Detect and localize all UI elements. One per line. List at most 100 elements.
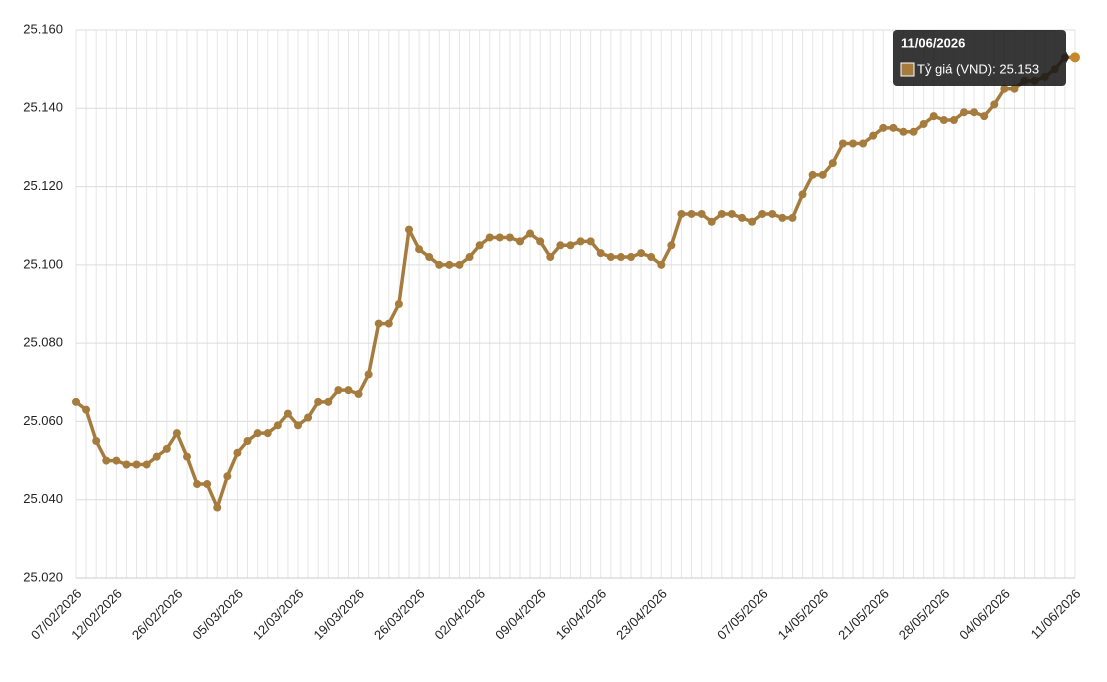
point bbox=[132, 460, 141, 469]
point bbox=[970, 108, 979, 117]
x-tick-label: 09/04/2026 bbox=[492, 586, 549, 643]
point bbox=[435, 260, 444, 269]
point bbox=[394, 300, 403, 308]
x-tick-label: 23/04/2026 bbox=[613, 586, 670, 643]
tooltip-title: 11/06/2026 bbox=[901, 35, 965, 50]
y-tick-label: 25.120 bbox=[23, 178, 63, 193]
point bbox=[647, 253, 656, 262]
y-tick-label: 25.140 bbox=[23, 100, 63, 115]
point bbox=[536, 237, 545, 246]
point bbox=[919, 119, 928, 128]
x-tick-label: 28/05/2026 bbox=[896, 586, 953, 643]
point bbox=[697, 209, 706, 218]
point bbox=[344, 386, 353, 395]
point bbox=[566, 241, 575, 250]
point bbox=[233, 448, 242, 457]
point bbox=[203, 480, 212, 489]
point bbox=[707, 217, 716, 226]
x-tick-label: 05/03/2026 bbox=[189, 586, 246, 643]
point bbox=[929, 112, 938, 121]
x-tick-label: 26/03/2026 bbox=[371, 586, 428, 643]
x-tick-label: 14/05/2026 bbox=[775, 586, 832, 643]
point bbox=[445, 260, 454, 269]
point bbox=[586, 237, 595, 246]
x-tick-label: 26/02/2026 bbox=[129, 586, 186, 643]
x-tick-label: 16/04/2026 bbox=[553, 586, 610, 643]
x-tick-label: 12/03/2026 bbox=[250, 586, 307, 643]
point bbox=[758, 209, 767, 218]
point bbox=[637, 249, 646, 258]
point bbox=[72, 397, 80, 406]
tooltip-pointer bbox=[1066, 51, 1069, 64]
x-tick-label: 07/05/2026 bbox=[714, 586, 771, 643]
point bbox=[384, 319, 393, 328]
point bbox=[415, 245, 424, 254]
point bbox=[808, 170, 817, 179]
point bbox=[152, 452, 161, 461]
point bbox=[304, 413, 313, 422]
point bbox=[556, 241, 565, 250]
point bbox=[354, 390, 363, 399]
point bbox=[183, 452, 191, 461]
y-tick-label: 25.040 bbox=[23, 491, 63, 506]
point bbox=[576, 237, 585, 246]
x-tick-label: 21/05/2026 bbox=[835, 586, 892, 643]
point bbox=[899, 127, 908, 136]
point bbox=[405, 225, 413, 234]
y-tick-label: 25.160 bbox=[23, 21, 63, 36]
point bbox=[788, 213, 797, 222]
point bbox=[364, 370, 373, 379]
point bbox=[92, 437, 101, 445]
point bbox=[102, 456, 111, 465]
x-tick-label: 19/03/2026 bbox=[310, 586, 367, 643]
point bbox=[334, 386, 343, 395]
y-tick-label: 25.100 bbox=[23, 256, 63, 271]
point bbox=[505, 233, 514, 242]
point bbox=[546, 253, 555, 262]
tooltip-swatch bbox=[900, 62, 915, 77]
point bbox=[172, 429, 181, 438]
point bbox=[798, 190, 807, 199]
point bbox=[294, 421, 302, 430]
point bbox=[960, 108, 968, 117]
point bbox=[939, 116, 948, 125]
point bbox=[768, 209, 777, 218]
point bbox=[748, 217, 757, 226]
point bbox=[465, 253, 474, 262]
x-tick-label: 11/06/2026 bbox=[1028, 586, 1084, 642]
point bbox=[526, 229, 535, 238]
point bbox=[717, 209, 726, 218]
point bbox=[243, 437, 252, 445]
point bbox=[869, 131, 878, 140]
tooltip-label: Tỷ giá (VND): 25.153 bbox=[917, 61, 1039, 76]
point bbox=[485, 233, 494, 242]
point bbox=[425, 253, 434, 262]
line bbox=[74, 55, 1075, 510]
point bbox=[657, 260, 666, 269]
point bbox=[223, 472, 232, 481]
point bbox=[374, 319, 383, 328]
tooltip: 11/06/2026 Tỷ giá (VND): 25.153 bbox=[893, 30, 1069, 86]
point bbox=[1010, 84, 1019, 93]
point bbox=[849, 139, 857, 148]
point bbox=[516, 237, 524, 246]
point bbox=[475, 241, 484, 250]
point bbox=[263, 429, 272, 438]
point bbox=[616, 253, 625, 262]
point bbox=[495, 233, 504, 242]
point bbox=[889, 123, 898, 132]
point bbox=[314, 397, 323, 406]
point bbox=[859, 139, 868, 148]
point bbox=[142, 460, 151, 469]
point bbox=[283, 409, 292, 418]
point bbox=[828, 159, 837, 168]
point bbox=[687, 209, 696, 218]
x-tick-label: 04/06/2026 bbox=[956, 586, 1013, 643]
point bbox=[273, 421, 282, 430]
point bbox=[193, 480, 202, 489]
tooltip-box bbox=[893, 30, 1066, 86]
point bbox=[596, 249, 605, 258]
point bbox=[909, 127, 918, 136]
y-tick-label: 25.080 bbox=[23, 335, 63, 350]
